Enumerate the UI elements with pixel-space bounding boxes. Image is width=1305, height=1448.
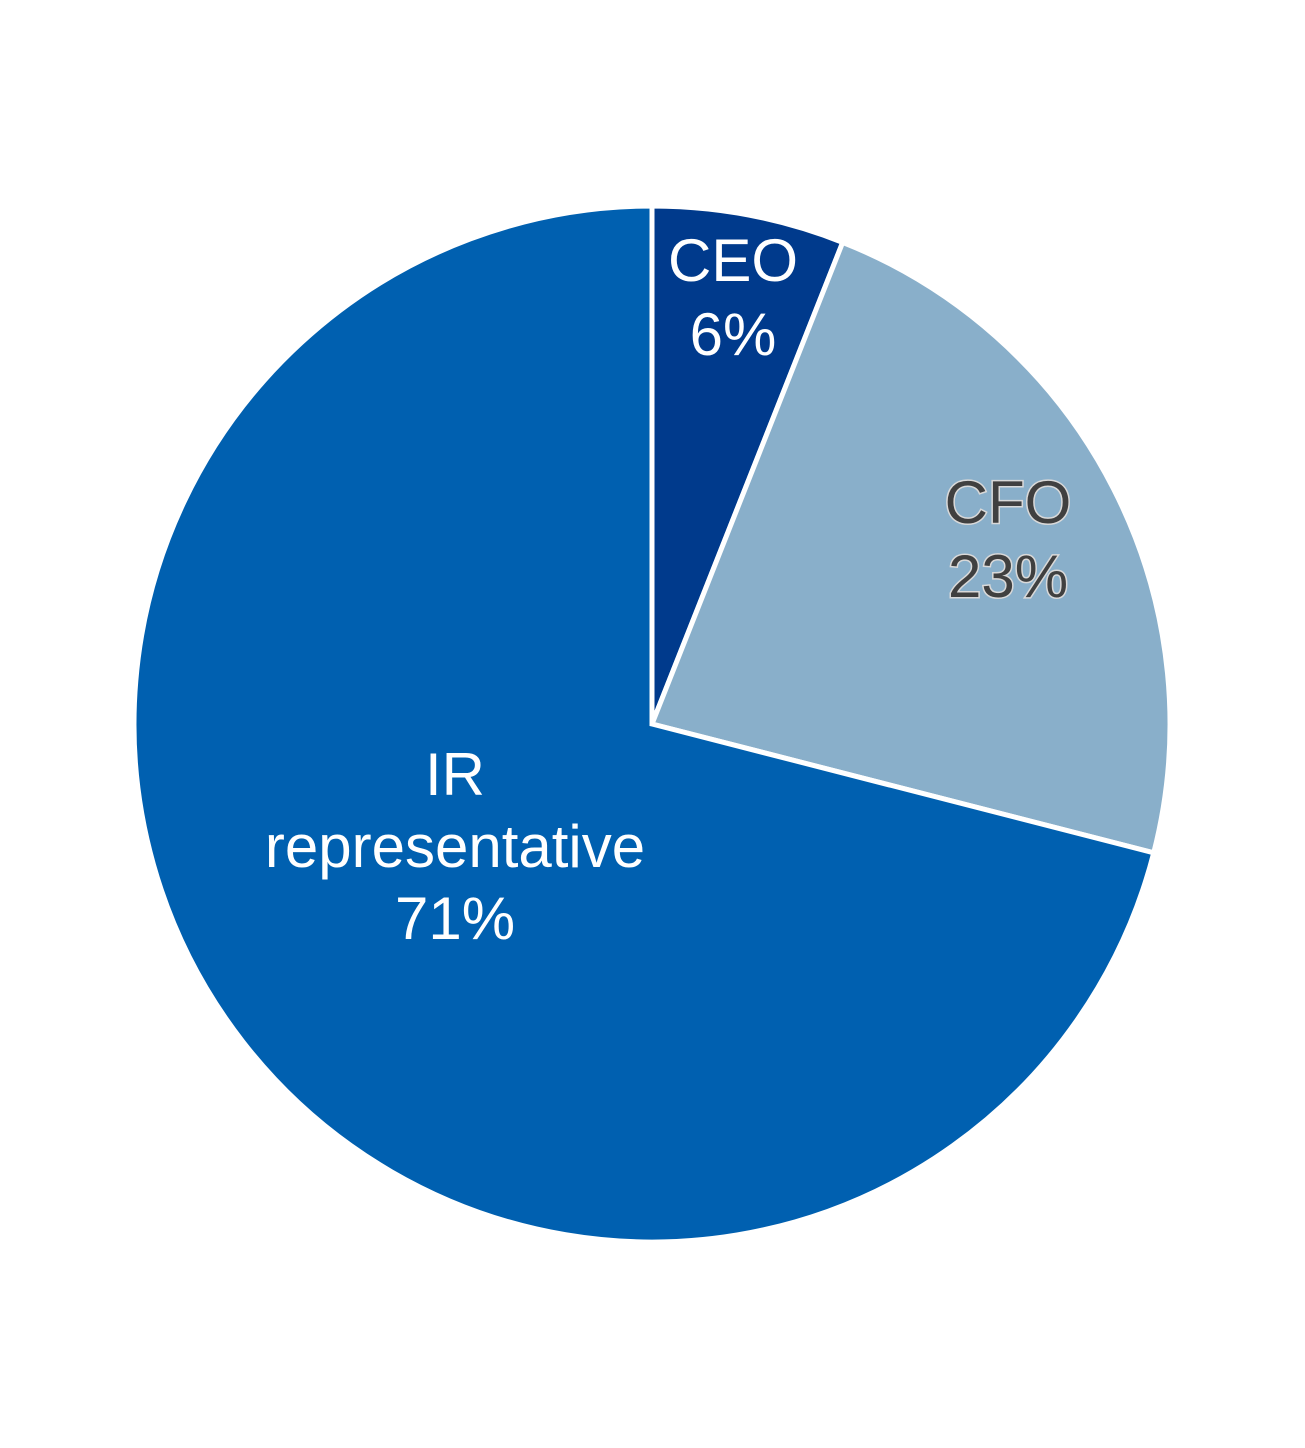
slice-label-ir-line1: IR	[425, 741, 485, 808]
pie-slice-ceo	[649, 203, 846, 725]
slice-value-cfo: 23%	[948, 543, 1068, 610]
pie-slices	[131, 203, 1173, 1245]
slice-label-ceo: CEO	[668, 227, 798, 294]
slice-value-ceo: 6%	[690, 301, 777, 368]
slice-label-cfo: CFO	[945, 469, 1072, 536]
pie-slice-ir-representative	[131, 203, 1157, 1245]
pie-slice-cfo	[648, 239, 1173, 856]
slice-label-ir-line2: representative	[265, 813, 645, 880]
pie-labels: CEO 6% CFO 23% IR representative 71%	[265, 227, 1073, 952]
slice-value-ir: 71%	[395, 885, 515, 952]
